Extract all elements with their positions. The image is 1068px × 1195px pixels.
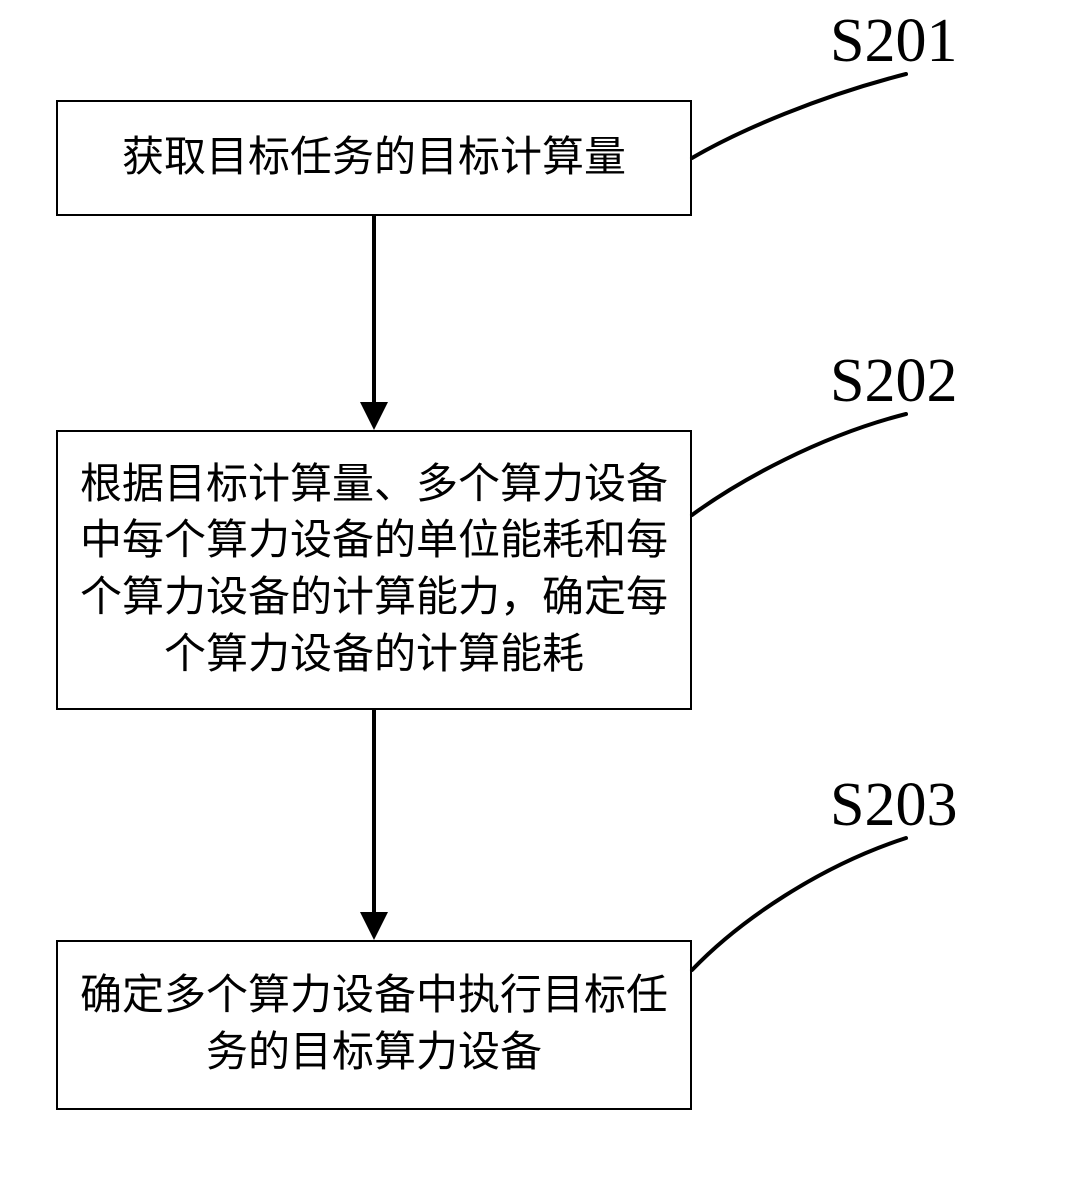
node-text: 根据目标计算量、多个算力设备中每个算力设备的单位能耗和每个算力设备的计算能力，确… xyxy=(76,457,672,684)
node-text: 获取目标任务的目标计算量 xyxy=(122,130,626,187)
flowchart-node-s201: 获取目标任务的目标计算量 xyxy=(56,100,692,216)
step-label-s202: S202 xyxy=(830,346,957,417)
step-label-s201: S201 xyxy=(830,6,957,77)
node-text: 确定多个算力设备中执行目标任务的目标算力设备 xyxy=(76,968,672,1081)
flowchart-container: 获取目标任务的目标计算量 根据目标计算量、多个算力设备中每个算力设备的单位能耗和… xyxy=(0,0,1068,1195)
flowchart-node-s203: 确定多个算力设备中执行目标任务的目标算力设备 xyxy=(56,940,692,1110)
flowchart-node-s202: 根据目标计算量、多个算力设备中每个算力设备的单位能耗和每个算力设备的计算能力，确… xyxy=(56,430,692,710)
step-label-s203: S203 xyxy=(830,770,957,841)
